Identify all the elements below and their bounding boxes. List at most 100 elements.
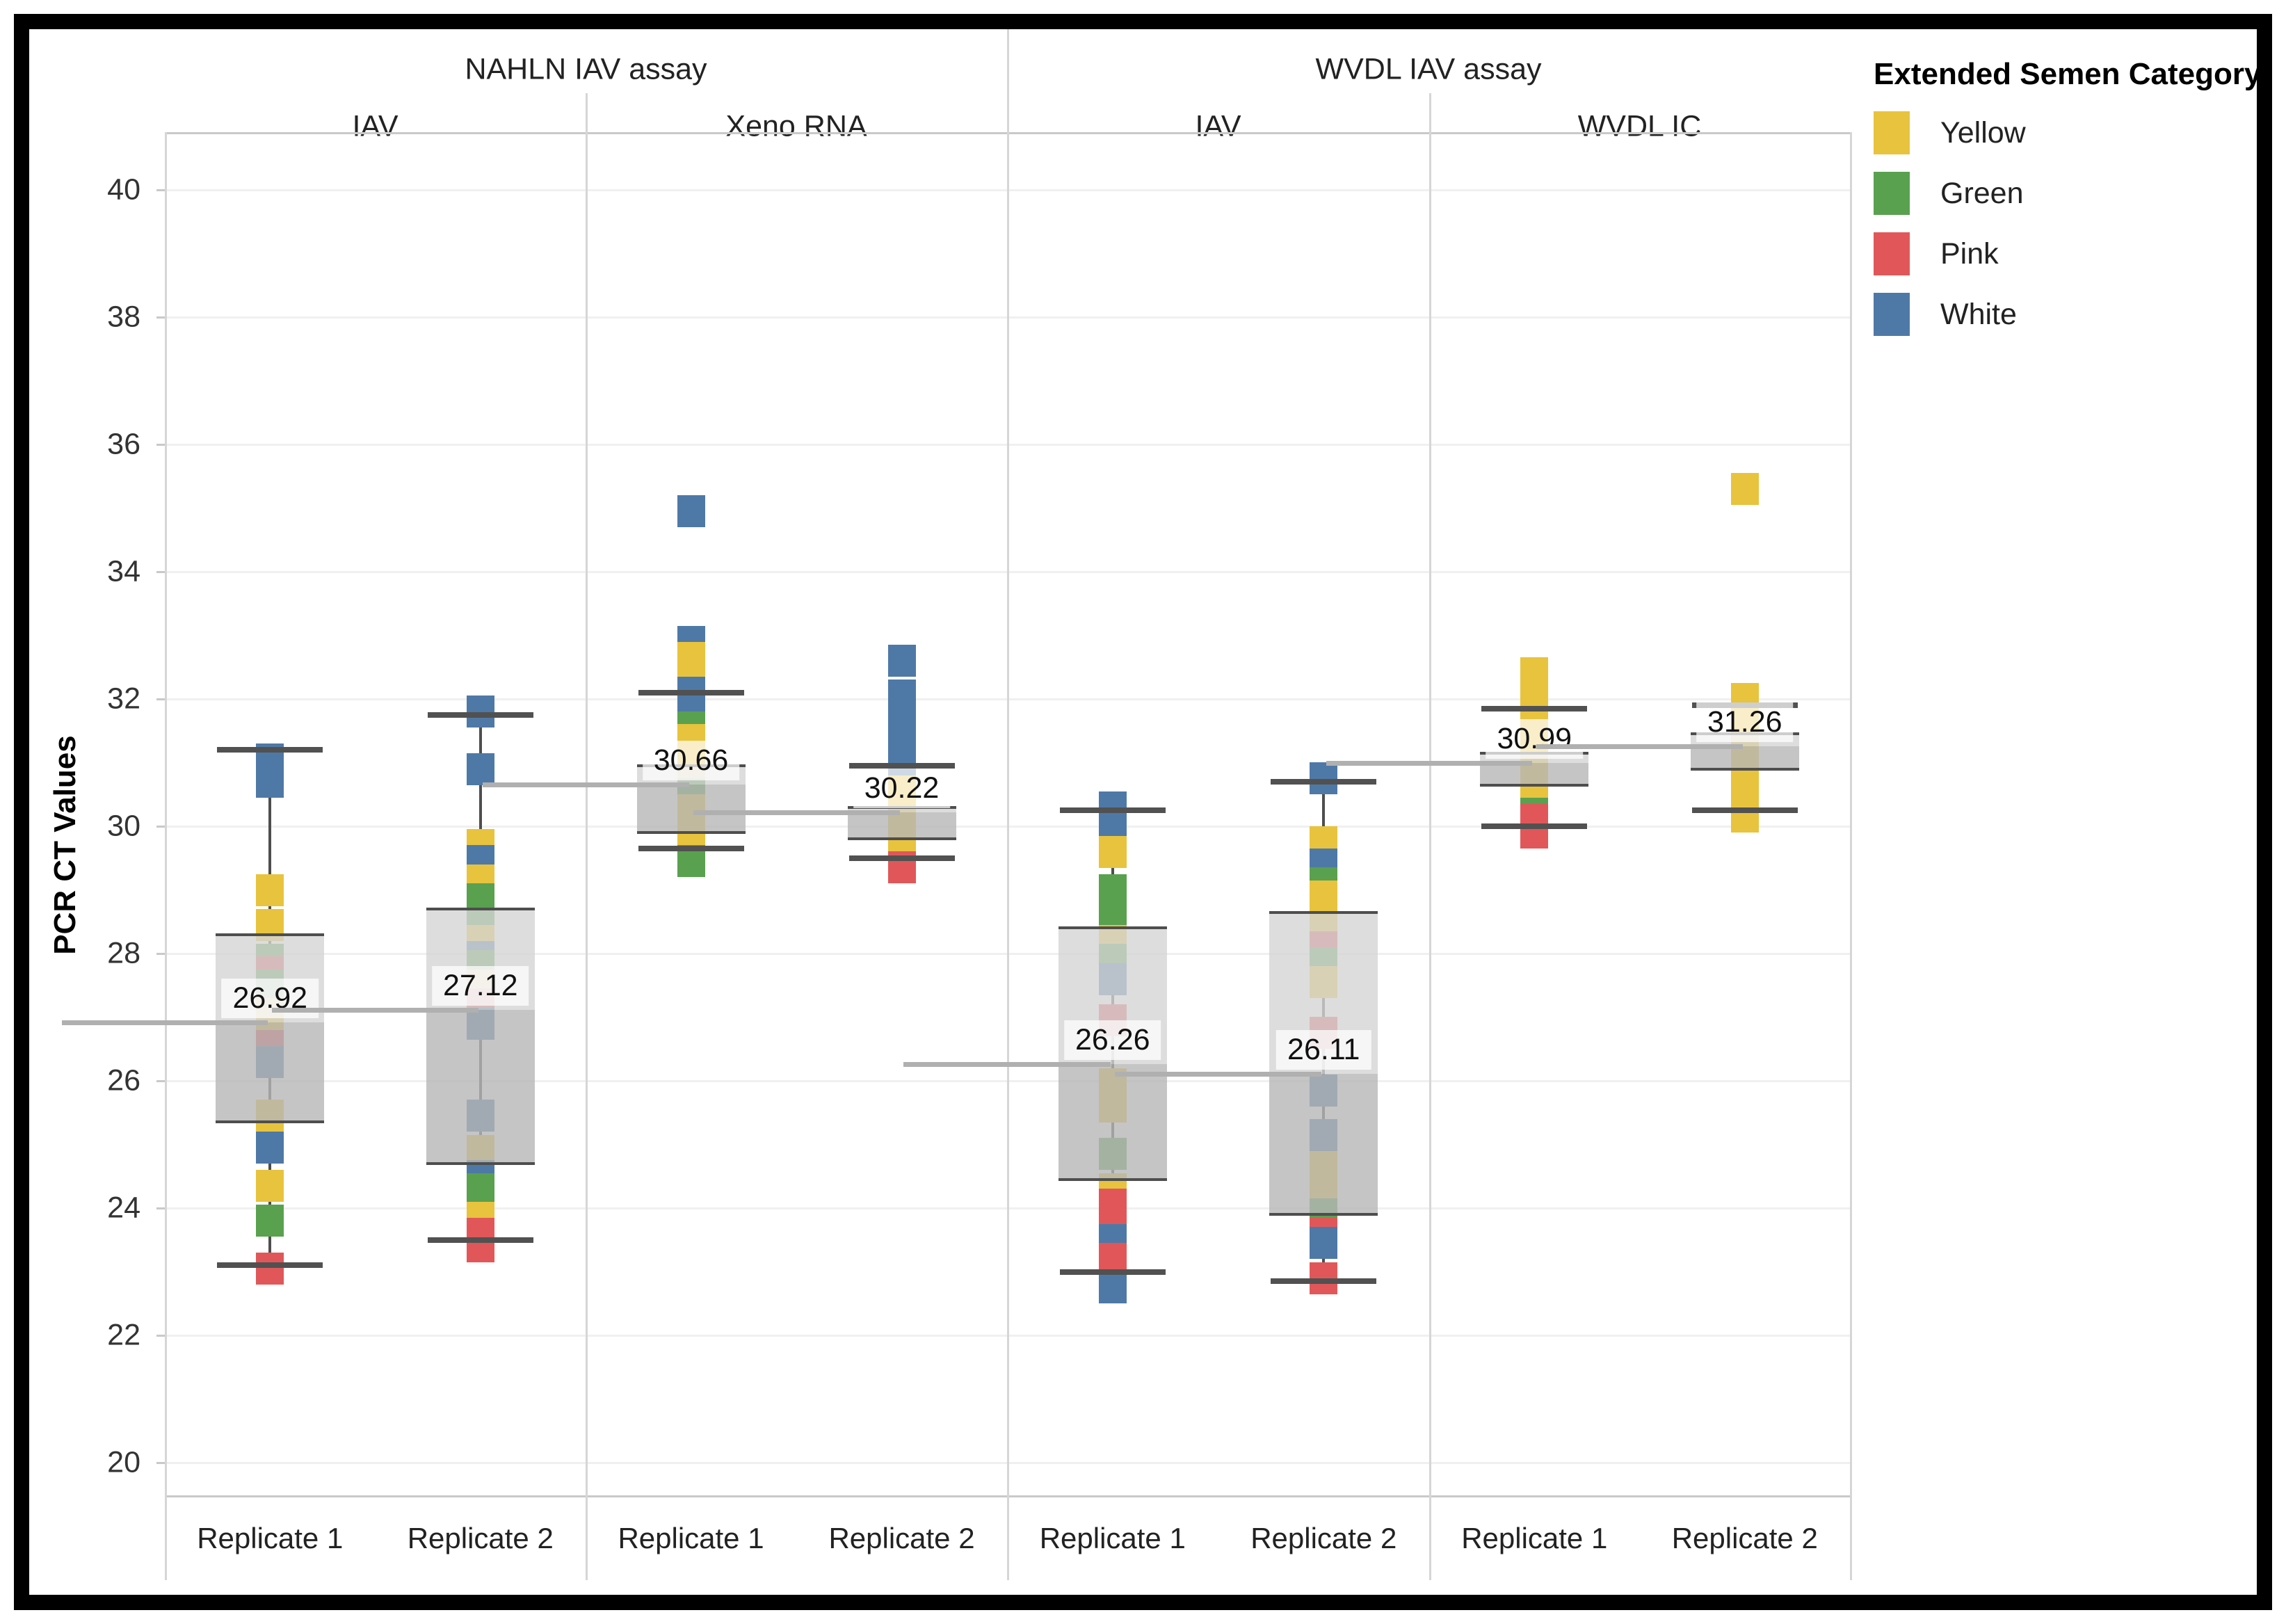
legend-item-label: White xyxy=(1940,297,2017,331)
assay-header-label: NAHLN IAV assay xyxy=(465,52,707,86)
whisker-cap-bottom xyxy=(1481,823,1588,829)
y-tick-label: 20 xyxy=(107,1445,140,1479)
mean-reference-line xyxy=(61,1020,268,1025)
y-tick-mark xyxy=(156,444,165,446)
box-bottom-edge xyxy=(1058,1177,1167,1181)
whisker-cap-top xyxy=(1059,807,1166,814)
y-tick-mark xyxy=(156,316,165,319)
box-bottom-edge xyxy=(636,831,746,835)
data-point-white xyxy=(466,753,494,785)
mean-reference-line xyxy=(1536,743,1743,749)
box-lower-half xyxy=(426,1009,535,1164)
data-point-white xyxy=(466,696,494,728)
mean-value-label: 30.66 xyxy=(642,740,740,780)
legend-swatch-green xyxy=(1874,172,1910,215)
legend-item-green: Green xyxy=(1874,172,2286,215)
box-upper-half xyxy=(847,807,956,812)
box-lower-half xyxy=(1269,1073,1378,1215)
test-header-divider xyxy=(1429,93,1431,132)
box-top-edge xyxy=(1269,910,1378,914)
box-bottom-edge xyxy=(216,1120,325,1124)
x-axis-label: Replicate 1 xyxy=(197,1522,344,1554)
data-point-white xyxy=(256,1132,284,1164)
mean-reference-line xyxy=(1114,1071,1322,1077)
whisker-cap-top xyxy=(638,689,744,696)
data-point-yellow xyxy=(1310,880,1338,913)
legend-title: Extended Semen Category xyxy=(1874,57,2262,91)
data-point-white xyxy=(1310,762,1338,795)
y-tick-mark xyxy=(156,1462,165,1464)
box-top-edge xyxy=(1058,926,1167,930)
data-point-pink xyxy=(256,1252,284,1285)
y-tick-label: 36 xyxy=(107,427,140,461)
box-top-edge xyxy=(426,907,535,910)
x-axis-label: Replicate 2 xyxy=(1250,1522,1397,1554)
assay-header-label: WVDL IAV assay xyxy=(1315,52,1542,86)
y-tick-mark xyxy=(156,826,165,828)
box-bottom-edge xyxy=(1690,767,1799,771)
y-tick-label: 28 xyxy=(107,936,140,970)
figure-frame: PCR CT Values NAHLN IAV assay WVDL IAV as… xyxy=(14,14,2272,1610)
y-tick-mark xyxy=(156,698,165,700)
legend-swatch-pink xyxy=(1874,232,1910,275)
y-tick-label: 26 xyxy=(107,1063,140,1098)
whisker-cap-top xyxy=(1271,778,1377,785)
data-point-green xyxy=(256,1205,284,1237)
box-lower-half xyxy=(1480,763,1589,785)
mean-reference-line xyxy=(903,1062,1111,1068)
mean-value-label: 30.99 xyxy=(1486,719,1584,759)
mean-value-label: 26.26 xyxy=(1063,1020,1161,1061)
y-tick-mark xyxy=(156,1207,165,1209)
box-lower-half xyxy=(636,784,746,833)
panel-divider xyxy=(1007,132,1009,1580)
box-lower-half xyxy=(1690,746,1799,769)
y-tick-mark xyxy=(156,189,165,191)
y-tick-mark xyxy=(156,1080,165,1082)
y-tick-mark xyxy=(156,571,165,573)
whisker-cap-bottom xyxy=(1271,1278,1377,1285)
legend-item-label: Pink xyxy=(1940,236,1999,271)
data-point-pink xyxy=(1310,1262,1338,1294)
test-header-label: Xeno RNA xyxy=(725,109,867,143)
panel-divider xyxy=(1429,132,1431,1580)
whisker-cap-bottom xyxy=(427,1237,533,1243)
y-tick-label: 22 xyxy=(107,1318,140,1352)
mean-value-label: 27.12 xyxy=(431,965,529,1006)
whisker-cap-top xyxy=(1481,705,1588,711)
legend-swatch-white xyxy=(1874,293,1910,336)
mean-value-label: 30.22 xyxy=(853,768,951,808)
data-point-green xyxy=(466,1173,494,1205)
data-point-yellow xyxy=(1520,657,1549,690)
data-point-yellow xyxy=(256,874,284,906)
box-bottom-edge xyxy=(847,837,956,841)
x-axis-label: Replicate 1 xyxy=(618,1522,764,1554)
legend-item-pink: Pink xyxy=(1874,232,2286,275)
mean-value-label: 26.11 xyxy=(1276,1029,1371,1070)
whisker-cap-top xyxy=(427,711,533,718)
panel-divider xyxy=(586,132,588,1580)
data-point-pink xyxy=(1520,817,1549,849)
x-axis-label: Replicate 2 xyxy=(1671,1522,1818,1554)
y-tick-mark xyxy=(156,1335,165,1337)
data-point-yellow xyxy=(256,1169,284,1202)
box-lower-half xyxy=(216,1022,325,1123)
mean-reference-line xyxy=(482,782,689,787)
box-lower-half xyxy=(1058,1064,1167,1180)
y-tick-label: 24 xyxy=(107,1191,140,1225)
test-header-label: IAV xyxy=(352,109,399,143)
legend-items: Yellow Green Pink White xyxy=(1874,111,2286,336)
data-point-white xyxy=(1310,1227,1338,1260)
test-header-label: WVDL IC xyxy=(1577,109,1702,143)
box-bottom-edge xyxy=(426,1161,535,1165)
mean-reference-line xyxy=(272,1007,478,1013)
box-lower-half xyxy=(847,812,956,839)
data-point-yellow xyxy=(1730,801,1759,833)
legend: Extended Semen Category Yellow Green Pink W… xyxy=(1874,57,2286,353)
x-axis-label: Replicate 1 xyxy=(1039,1522,1186,1554)
x-axis-label: Replicate 2 xyxy=(407,1522,554,1554)
legend-item-label: Green xyxy=(1940,176,2024,210)
whisker-cap-bottom xyxy=(848,855,955,861)
data-point-white xyxy=(677,495,705,528)
data-point-white xyxy=(1098,1271,1127,1304)
data-point-pink xyxy=(466,1230,494,1262)
